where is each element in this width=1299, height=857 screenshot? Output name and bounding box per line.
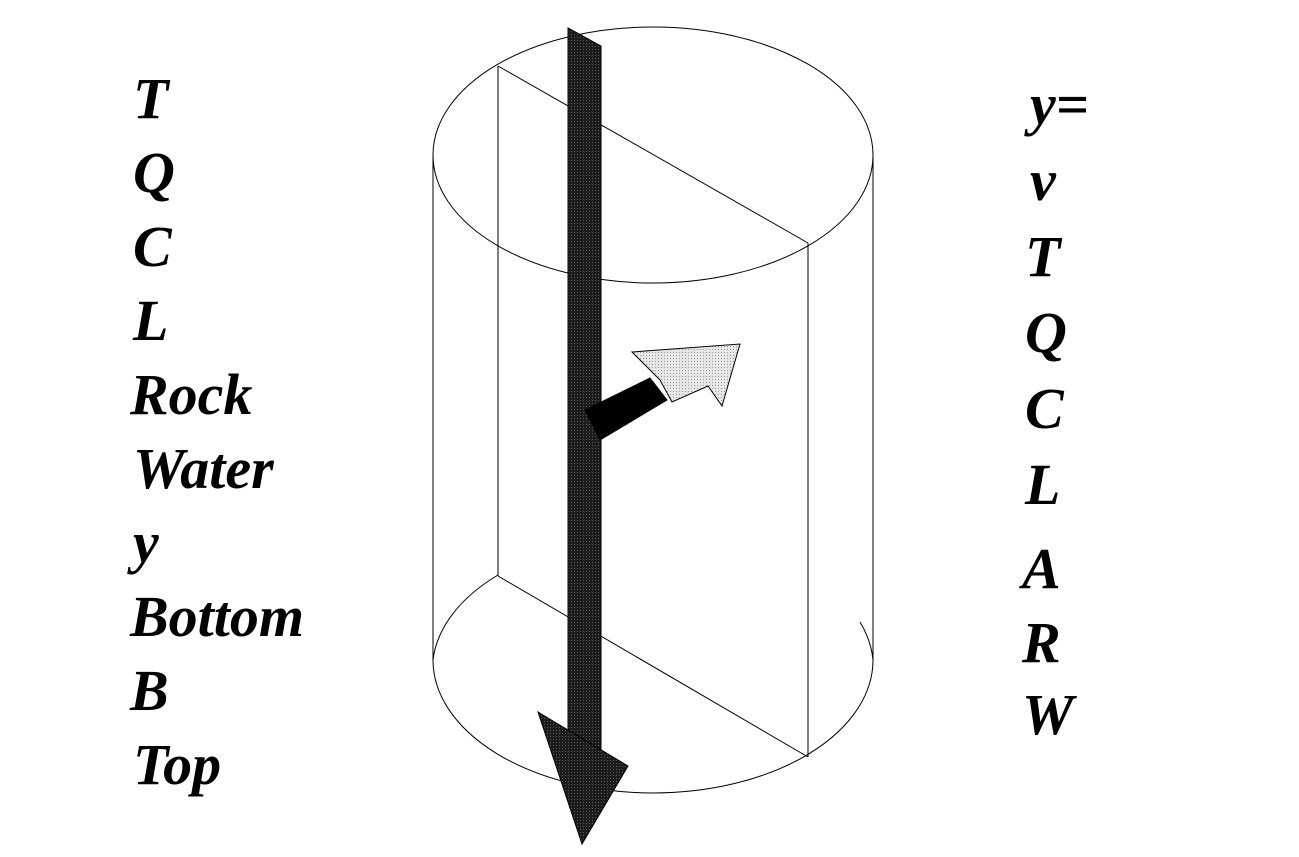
right-label-y-equals: y= [1030, 72, 1089, 137]
left-label-rock: Rock [130, 362, 253, 427]
plane-bottom-edge [497, 575, 809, 758]
right-label-r: R [1022, 610, 1061, 675]
left-label-bottom: Bottom [130, 584, 305, 649]
left-label-t: T [133, 66, 169, 131]
side-arrow-head [630, 343, 741, 408]
left-label-water: Water [133, 436, 274, 501]
right-label-q: Q [1025, 300, 1067, 365]
vertical-flow-arrow [537, 27, 629, 846]
right-label-a: A [1022, 536, 1061, 601]
left-label-top: Top [133, 732, 222, 797]
vertical-arrow-shaft [567, 27, 602, 763]
plane-top-edge [497, 65, 809, 244]
cylinder-bottom-back-arc [432, 574, 499, 661]
right-label-w: W [1022, 682, 1074, 747]
left-label-l: L [133, 288, 169, 353]
side-arrow-shaft [584, 377, 668, 441]
right-label-t: T [1025, 224, 1061, 289]
cylinder-bottom-arc [432, 659, 874, 794]
vertical-arrow-head [537, 710, 629, 846]
side-flow-arrow [584, 343, 741, 441]
left-label-c: C [133, 214, 172, 279]
left-label-b: B [130, 658, 169, 723]
right-label-c: C [1025, 376, 1064, 441]
right-label-l: L [1025, 452, 1061, 517]
cylinder-bottom-back-arc-right [859, 621, 874, 661]
left-label-y: y [133, 510, 159, 575]
right-label-v: v [1030, 148, 1056, 213]
left-label-q: Q [133, 140, 175, 205]
cylinder [432, 26, 874, 794]
